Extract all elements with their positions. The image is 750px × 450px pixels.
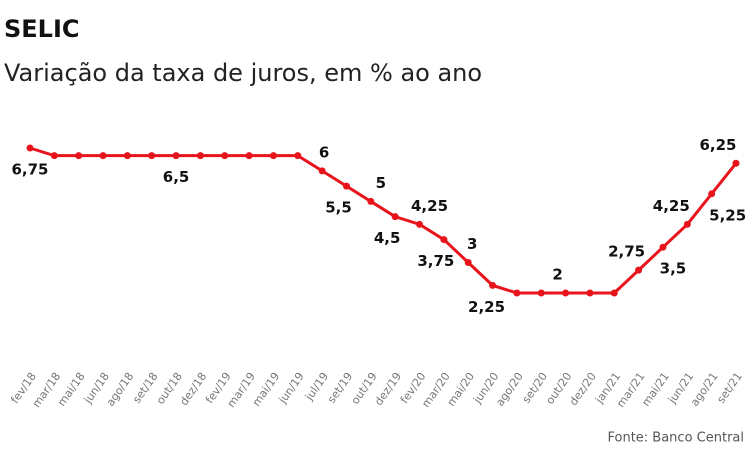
point (562, 289, 570, 297)
data-label: 4,5 (374, 229, 401, 247)
point (537, 289, 545, 297)
data-label: 3 (467, 235, 477, 253)
point (610, 289, 618, 297)
source: Fonte: Banco Central (607, 431, 744, 446)
point (367, 197, 375, 205)
chart-subtitle: Variação da taxa de juros, em % ao ano (4, 59, 482, 87)
point (732, 159, 740, 167)
data-label: 5 (376, 174, 386, 192)
data-label: 3,75 (417, 252, 454, 270)
data-label: 6,25 (699, 136, 736, 154)
data-label: 3,5 (660, 260, 687, 278)
point (342, 182, 350, 190)
point (221, 152, 229, 160)
point (513, 289, 521, 297)
point (464, 258, 472, 266)
data-label: 2,75 (608, 243, 645, 261)
point (440, 236, 448, 244)
point (50, 152, 58, 160)
x-tick-label: set/21 (714, 370, 744, 406)
point (75, 152, 83, 160)
data-label: 6,5 (163, 168, 190, 186)
point (172, 152, 180, 160)
point (586, 289, 594, 297)
data-label: 5,5 (325, 199, 352, 217)
point (489, 281, 497, 289)
data-label: 4,25 (411, 197, 448, 215)
point (318, 167, 326, 175)
x-tick-label: jun/19 (276, 370, 307, 407)
point (148, 152, 156, 160)
point (245, 152, 253, 160)
point (708, 190, 716, 198)
point (391, 213, 399, 221)
data-label: 2 (552, 266, 562, 284)
point (294, 152, 302, 160)
data-label: 6,75 (11, 161, 48, 179)
point (659, 243, 667, 251)
point (416, 220, 424, 228)
data-label: 2,25 (468, 298, 505, 316)
point (683, 220, 691, 228)
data-label: 5,25 (709, 206, 746, 224)
line (29, 146, 738, 295)
point (269, 152, 277, 160)
data-label: 4,25 (653, 197, 690, 215)
data-label: 6 (319, 143, 329, 161)
point (635, 266, 643, 274)
point (26, 144, 34, 152)
chart-title: SELIC (4, 15, 80, 43)
point (123, 152, 131, 160)
point (196, 152, 204, 160)
point (99, 152, 107, 160)
